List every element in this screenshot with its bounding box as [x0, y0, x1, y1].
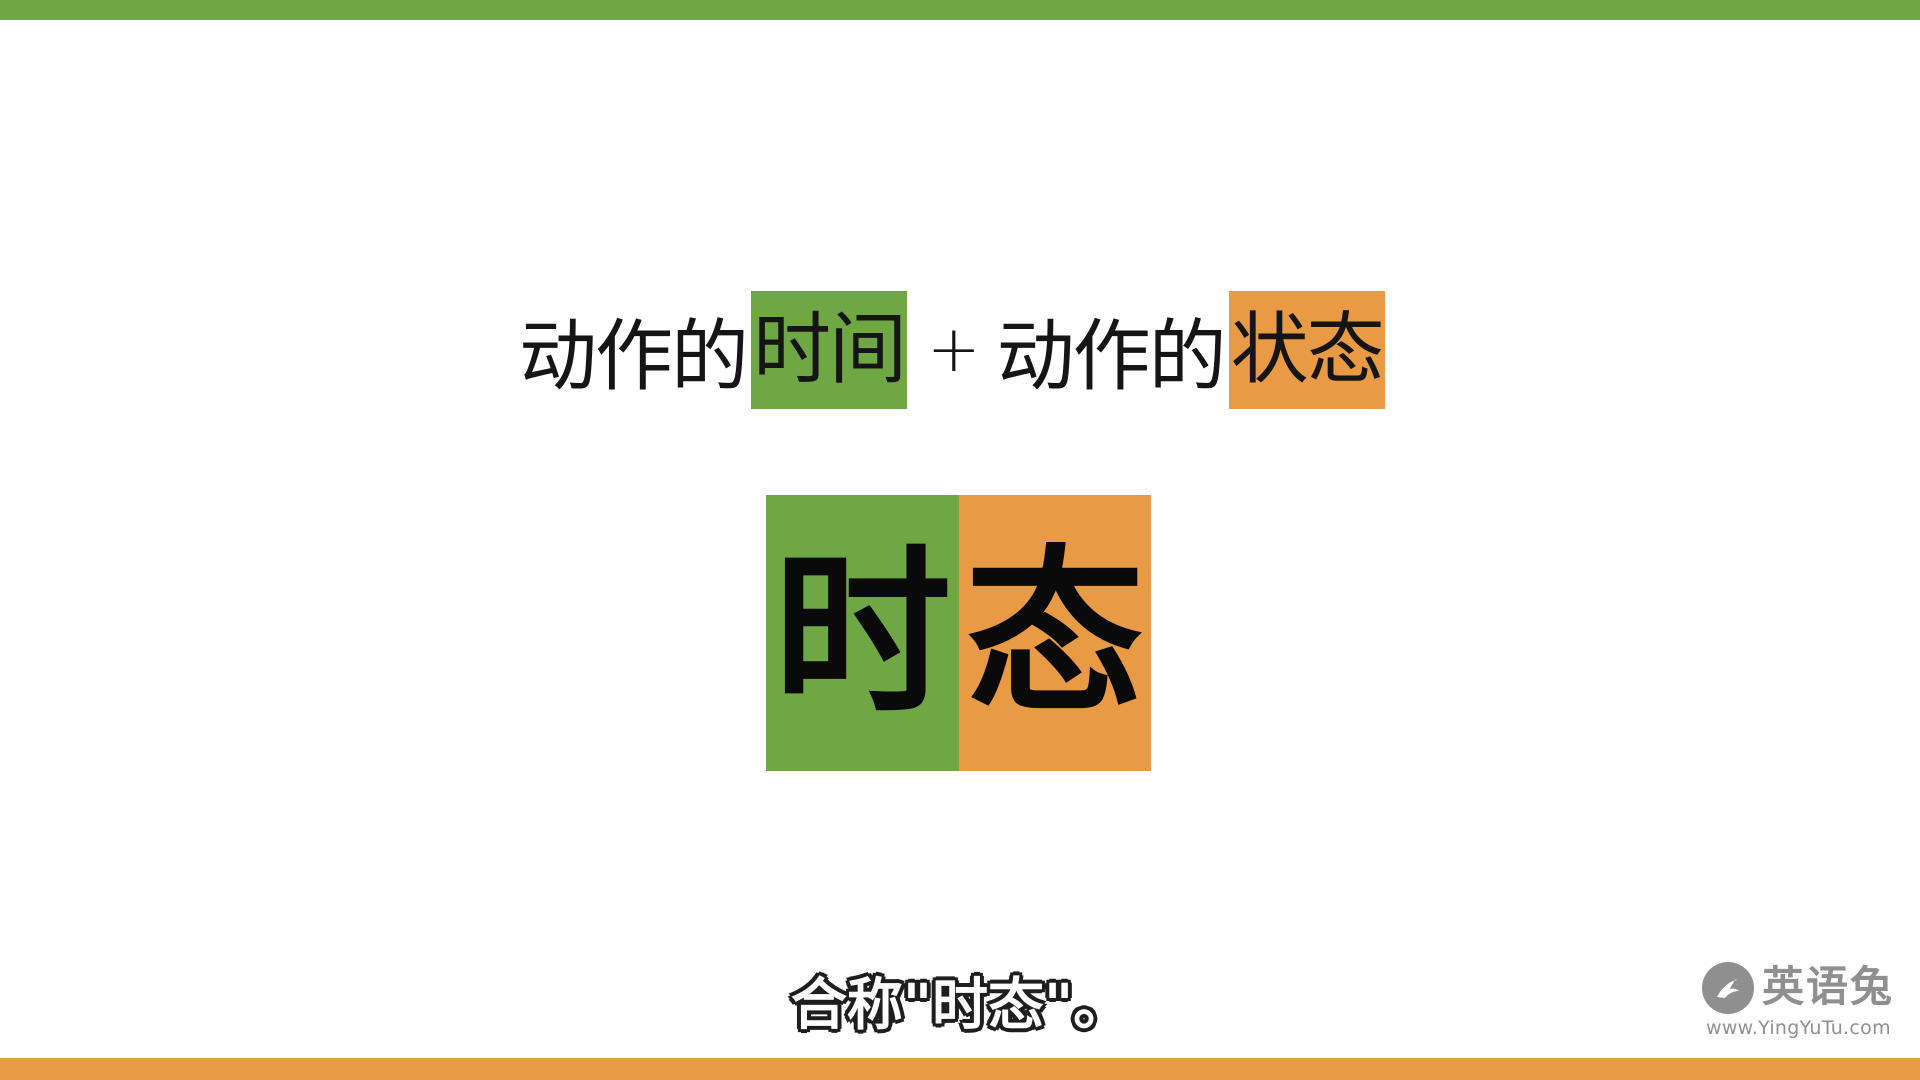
formula-highlight-time: 时间	[751, 291, 907, 409]
watermark-brand: 英语兔	[1762, 962, 1895, 1011]
term-left-char: 时	[766, 495, 959, 771]
formula-plus-operator: +	[927, 313, 981, 387]
term-right-char: 态	[958, 495, 1151, 771]
formula-highlight-state: 状态	[1228, 291, 1385, 409]
formula-part2-prefix: 动作的	[996, 312, 1227, 402]
watermark: 英语兔 www.YingYuTu.com	[1700, 960, 1900, 1040]
rabbit-logo-icon-svg	[1717, 979, 1739, 998]
watermark-url: www.YingYuTu.com	[1706, 1017, 1891, 1039]
bottom-accent-bar	[0, 1058, 1920, 1080]
top-accent-bar	[0, 0, 1920, 20]
formula-part1-prefix: 动作的	[519, 312, 749, 402]
term-block: 时 态	[766, 495, 1151, 771]
subtitle-caption: 合称"时态"。	[790, 973, 1130, 1038]
formula-line: 动作的 时间 + 动作的 状态	[515, 290, 1385, 410]
rabbit-logo-icon	[1702, 962, 1754, 1014]
